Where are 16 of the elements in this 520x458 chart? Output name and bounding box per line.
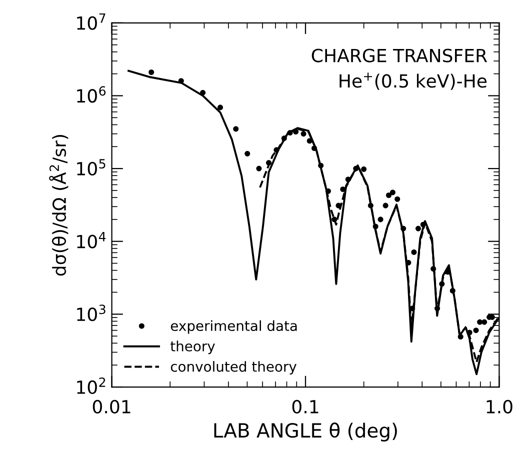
y-tick-label: 10$^{3}$ [77,304,106,322]
y-axis-title: dσ(θ)/dΩ (Å$^{2}$/sr) [49,135,68,276]
annotation: CHARGE TRANSFER [312,48,488,62]
x-axis-title: LAB ANGLE θ (deg) [214,422,397,442]
y-tick-label: 10$^{7}$ [77,14,106,30]
annotation: He$^{+}$(0.5 keV)-He [340,72,487,90]
x-tick-label: 1.0 [486,400,512,414]
legend-label: experimental data [170,320,297,334]
y-tick-label: 10$^{5}$ [77,159,106,176]
y-tick-label: 10$^{4}$ [77,232,106,248]
legend-label: theory [170,340,215,354]
y-tick-label: 10$^{6}$ [77,86,106,103]
x-tick-label: 0.01 [92,400,130,414]
legend-label: convoluted theory [170,361,296,375]
y-tick-label: 10$^{2}$ [77,377,106,394]
x-tick-label: 0.1 [292,400,318,414]
